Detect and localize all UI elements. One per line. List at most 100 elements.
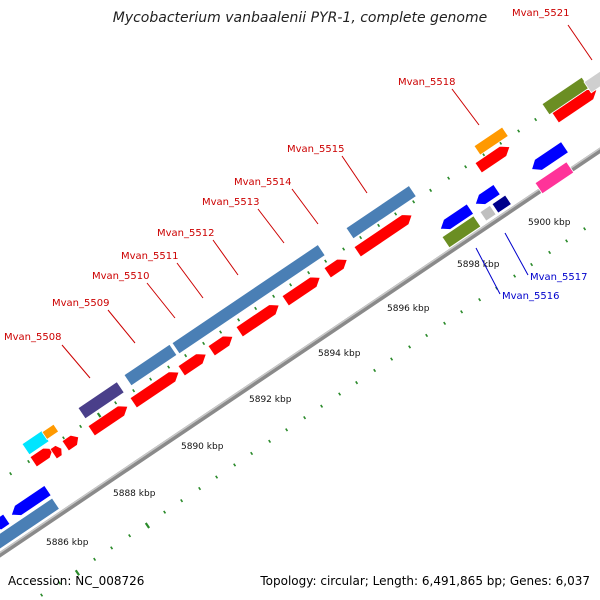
gene-box-orange [473,126,509,156]
forward-cds-arrow [87,405,129,437]
gene-label-leader [146,282,176,319]
scale-tick [149,377,153,381]
forward-cds-arrow [29,447,54,468]
gene-label: Mvan_5509 [52,298,109,309]
gene-box-orange [41,423,60,441]
lower-tick-row [40,227,587,597]
gene-label: Mvan_5511 [121,251,178,262]
scale-tick [219,330,223,334]
forward-cds-arrow [61,434,80,452]
genome-backbone-highlight [0,147,600,554]
scale-tick [79,424,83,429]
scale-tick [289,283,293,287]
scale-tick [513,274,517,278]
forward-cds-arrow [323,258,348,279]
accession-label: Accession: NC_008726 [8,574,145,588]
gene-label-leader [567,24,593,61]
scale-tick [215,475,219,479]
scale-label: 5898 kbp [457,260,500,270]
scale-tick [93,557,97,562]
scale-label: 5890 kbp [181,442,224,452]
gene-label: Mvan_5516 [502,291,559,302]
gene-label-leader [61,344,91,379]
scale-tick [128,534,132,538]
forward-cds-arrow [49,444,63,460]
scale-tick [583,227,587,231]
scale-tick [377,223,381,228]
scale-tick [548,250,552,255]
scale-tick [499,141,503,145]
gene-label: Mvan_5513 [202,197,259,208]
scale-tick [254,306,258,311]
reverse-cds-arrow [531,141,569,171]
scale-label: 5888 kbp [113,489,156,499]
scale-label: 5900 kbp [528,218,571,228]
genome-summary: Topology: circular; Length: 6,491,865 bp… [260,574,590,588]
scale-tick [338,392,342,396]
gene-label-leader [291,188,319,225]
scale-tick [27,459,31,464]
scale-tick [40,593,44,597]
map-title: Mycobacterium vanbaalenii PYR-1, complet… [112,10,488,26]
reverse-cds-arrow [0,513,11,531]
genome-backbone [0,147,600,558]
scale-tick [464,165,468,169]
scale-tick [132,389,136,393]
scale-tick [394,212,398,216]
gene-label-leader [504,232,529,276]
scale-tick [163,510,167,514]
gene-label: Mvan_5517 [530,272,587,283]
scale-tick [285,428,289,432]
gene-box-pink [534,161,575,195]
scale-label: 5886 kbp [46,538,89,548]
scale-tick [110,546,114,550]
gene-box-blue [123,343,178,387]
forward-cds-arrow [177,353,207,377]
scale-tick [144,522,151,529]
scale-tick [565,239,569,243]
gene-label-leader [257,208,285,244]
gene-label-leader [212,239,239,276]
scale-tick [324,259,328,263]
reverse-cds-arrow [10,484,52,516]
scale-tick [237,318,241,322]
scale-tick [184,353,188,358]
scale-tick [320,404,324,408]
scale-tick [412,200,416,204]
gene-label: Mvan_5510 [92,271,149,282]
scale-label: 5892 kbp [249,395,292,405]
forward-cds-arrow [353,214,413,258]
scale-tick [9,471,13,476]
gene-label-leader [451,88,480,126]
forward-cds-arrow [235,304,280,338]
scale-tick [303,416,307,420]
scale-tick [355,380,359,385]
gene-box-navy [491,194,512,214]
scale-tick [359,235,363,240]
forward-cds-arrow [129,371,180,409]
gene-label: Mvan_5508 [4,332,61,343]
scale-tick [233,463,237,467]
scale-tick [373,368,377,373]
scale-tick [447,176,451,180]
gene-label-leader [475,247,501,295]
scale-tick [478,297,482,302]
scale-tick [58,581,62,585]
scale-tick [202,341,206,346]
scale-tick [408,345,412,349]
gene-box-purple [77,381,125,420]
forward-cds-arrow [474,145,511,174]
scale-tick [74,569,81,576]
scale-tick [167,365,171,369]
scale-tick [530,262,534,267]
gene-box-blue [171,244,326,355]
scale-tick [443,321,447,325]
scale-tick [534,117,538,122]
gene-label-leader [176,262,204,299]
gene-box-green [441,215,482,249]
gene-label: Mvan_5518 [398,77,455,88]
scale-tick [460,310,464,314]
gene-label-leader [107,309,136,344]
gene-label: Mvan_5514 [234,177,291,188]
